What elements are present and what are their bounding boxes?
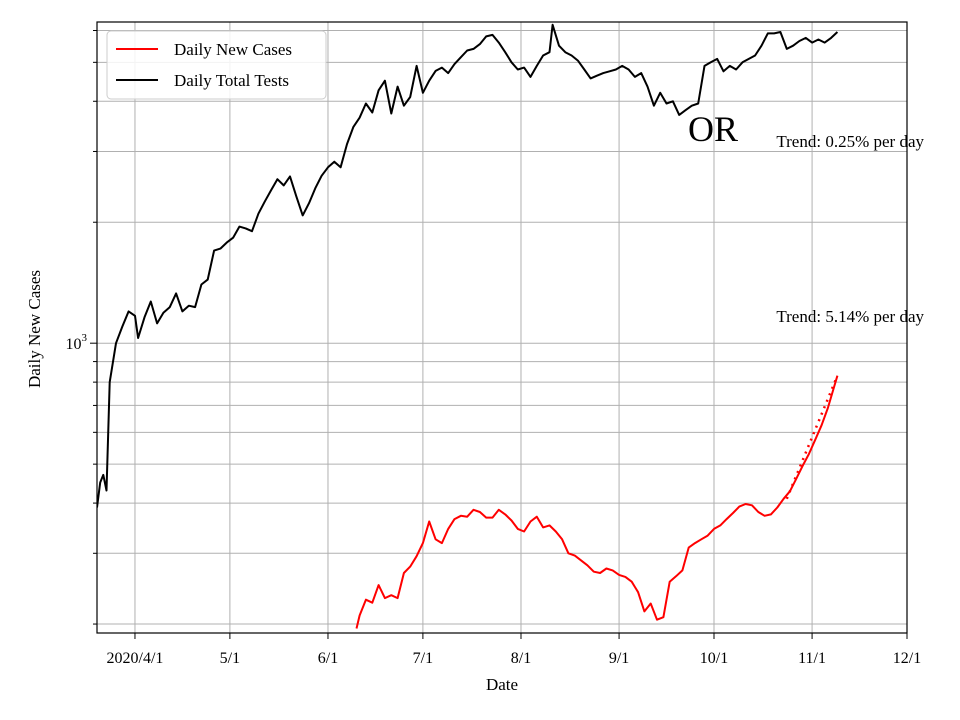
plot-frame (96, 21, 908, 634)
grid (97, 22, 908, 633)
x-tick-label: 11/1 (798, 650, 826, 667)
legend: Daily New Cases Daily Total Tests (106, 30, 327, 100)
y-axis-label: Daily New Cases (25, 270, 44, 388)
x-tick-label: 5/1 (220, 650, 240, 667)
x-tick-label: 6/1 (318, 650, 338, 667)
x-axis: 2020/4/1 5/1 6/1 7/1 8/1 9/1 10/1 11/1 12/1 (107, 633, 921, 667)
x-tick-label: 7/1 (413, 650, 433, 667)
legend-label-cases: Daily New Cases (174, 40, 292, 59)
y-axis: 103 (66, 30, 97, 625)
series-line-tests (97, 23, 839, 508)
y-tick-label: 103 (66, 332, 88, 353)
x-tick-label: 8/1 (511, 650, 531, 667)
x-tick-label: 9/1 (609, 650, 629, 667)
x-tick-label: 10/1 (700, 650, 728, 667)
trend-line-cases (785, 375, 839, 500)
x-axis-label: Date (486, 675, 518, 694)
state-label: OR (688, 109, 738, 149)
series-lines (97, 23, 839, 629)
x-tick-label: 2020/4/1 (107, 650, 164, 667)
series-line-cases (355, 375, 839, 629)
legend-label-tests: Daily Total Tests (174, 71, 289, 90)
trend-annotation-cases: Trend: 5.14% per day (776, 307, 924, 326)
x-tick-label: 12/1 (893, 650, 921, 667)
trend-annotation-tests: Trend: 0.25% per day (776, 132, 924, 151)
